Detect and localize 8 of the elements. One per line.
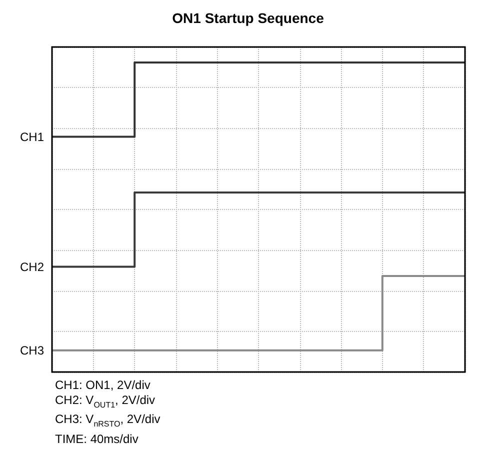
text: CH2: V$_{OUT1}$, 2V/div [55,393,156,412]
text: CH1: ON1, 2V/div [55,378,152,393]
series-label: CH2 [20,260,44,274]
series-label: CH3 [20,343,44,358]
chart-title: ON1 Startup Sequence [172,10,324,26]
text: CH3: V$_{nRSTO}$, 2V/div [55,412,160,431]
text: TIME: 40ms/div [55,432,140,447]
series-label: CH1 [20,130,44,144]
